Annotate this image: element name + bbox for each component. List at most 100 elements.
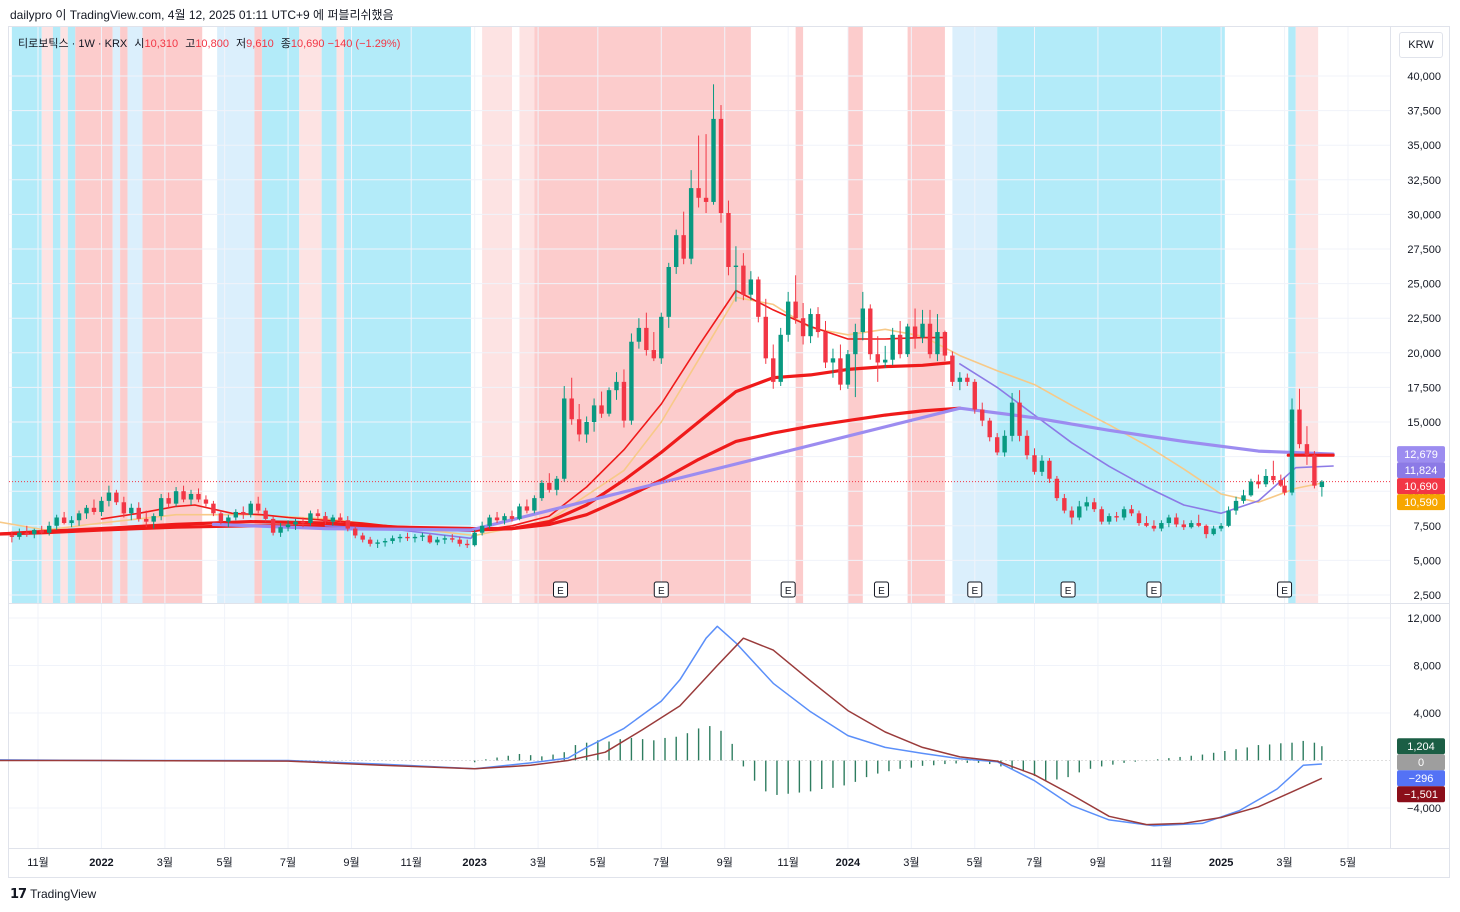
- candle-body: [99, 500, 104, 512]
- candle-body: [614, 381, 619, 391]
- candle: [494, 511, 500, 524]
- candle: [1203, 524, 1209, 539]
- candle-body: [427, 535, 433, 543]
- background-zone: [321, 27, 337, 603]
- y-tick-label: 32,500: [1407, 175, 1441, 187]
- candle-body: [763, 316, 768, 359]
- publish-info: dailypro 이 TradingView.com, 4월 12, 2025 …: [10, 8, 394, 22]
- symbol-legend: 티로보틱스 · 1W · KRX 시10,310 고10,800 저9,610 …: [18, 35, 400, 51]
- x-tick-label: 9월: [1090, 856, 1106, 869]
- candle: [84, 505, 89, 519]
- candle: [1233, 496, 1239, 515]
- candle-body: [1312, 455, 1317, 486]
- candle: [99, 496, 104, 517]
- candle: [1032, 448, 1037, 475]
- candle: [517, 503, 522, 521]
- candle-body: [300, 521, 306, 524]
- y-tick-label: 17,500: [1407, 382, 1441, 394]
- candle: [1196, 514, 1201, 528]
- close-label: 종: [280, 38, 291, 50]
- candle-body: [584, 422, 589, 435]
- open-value: 10,310: [144, 38, 179, 50]
- candle-body: [674, 235, 679, 267]
- x-tick-label: 5월: [216, 856, 232, 869]
- candle-body: [1196, 523, 1201, 526]
- candle-body: [718, 118, 724, 214]
- candle: [1099, 506, 1104, 525]
- y-tick-label: 20,000: [1407, 348, 1441, 360]
- candle: [1151, 520, 1157, 532]
- candle-body: [494, 517, 500, 521]
- candle: [24, 525, 30, 537]
- candle: [39, 525, 44, 535]
- candle-body: [91, 507, 97, 512]
- candle-body: [241, 511, 246, 515]
- symbol-title: 티로보틱스 · 1W · KRX: [18, 38, 128, 50]
- candle-body: [218, 513, 224, 522]
- candle-body: [815, 314, 821, 333]
- chart-frame: [8, 26, 1450, 878]
- candle-body: [1114, 516, 1119, 518]
- background-zone: [254, 27, 262, 603]
- price-labels: 12,679 11,824 10,690 10,590 1,204 0 −296 −1,501: [1397, 446, 1445, 803]
- y-tick-label: 22,500: [1407, 313, 1441, 325]
- candle-body: [114, 492, 119, 503]
- earnings-marker: E: [653, 581, 669, 598]
- candle: [129, 503, 134, 521]
- candle: [450, 534, 455, 543]
- candle-body: [405, 536, 410, 539]
- candle: [218, 510, 224, 525]
- candle: [763, 298, 768, 364]
- candle-body: [1282, 485, 1287, 493]
- candle: [845, 350, 851, 389]
- candle: [599, 391, 604, 418]
- price-tag: −296: [1397, 770, 1445, 787]
- candle: [54, 514, 59, 530]
- candle-body: [1218, 525, 1224, 529]
- candle: [1211, 525, 1216, 536]
- high-value: 10,800: [195, 38, 229, 50]
- candle: [659, 312, 664, 364]
- earnings-marker-label: E: [1065, 586, 1072, 597]
- candle: [696, 135, 701, 208]
- candle-body: [278, 527, 283, 533]
- background-zone: [52, 27, 61, 603]
- candle-body: [69, 520, 74, 524]
- candle-body: [517, 506, 522, 519]
- y-tick-label: 4,000: [1413, 708, 1441, 720]
- candle-body: [756, 279, 761, 317]
- candle-body: [666, 266, 671, 317]
- price-tag: 0: [1397, 754, 1445, 771]
- candle: [61, 511, 67, 525]
- candle: [270, 516, 276, 536]
- candle: [920, 309, 925, 344]
- candle: [681, 211, 686, 265]
- candle: [756, 276, 761, 323]
- earnings-marker: E: [1146, 581, 1162, 598]
- currency-button[interactable]: KRW: [1399, 32, 1443, 58]
- candle: [278, 523, 283, 537]
- earnings-marker-box: [653, 581, 669, 598]
- candle-body: [920, 323, 925, 338]
- earnings-marker-box: [873, 581, 889, 598]
- price-tag-box: [1397, 770, 1445, 787]
- candle: [360, 532, 365, 543]
- price-tag-text: −296: [1409, 773, 1434, 785]
- candle: [1304, 426, 1310, 465]
- candle-body: [121, 502, 127, 514]
- candle-body: [412, 536, 418, 539]
- candle: [875, 336, 880, 382]
- candle: [614, 372, 619, 400]
- candle-body: [711, 118, 716, 202]
- candle-body: [211, 503, 216, 514]
- candle: [748, 271, 754, 301]
- candle: [412, 534, 418, 543]
- candle-body: [502, 516, 507, 521]
- candle-body: [293, 521, 298, 525]
- candle-body: [1054, 478, 1060, 499]
- candle: [1144, 516, 1149, 528]
- candle: [800, 302, 806, 345]
- candle: [1024, 430, 1030, 460]
